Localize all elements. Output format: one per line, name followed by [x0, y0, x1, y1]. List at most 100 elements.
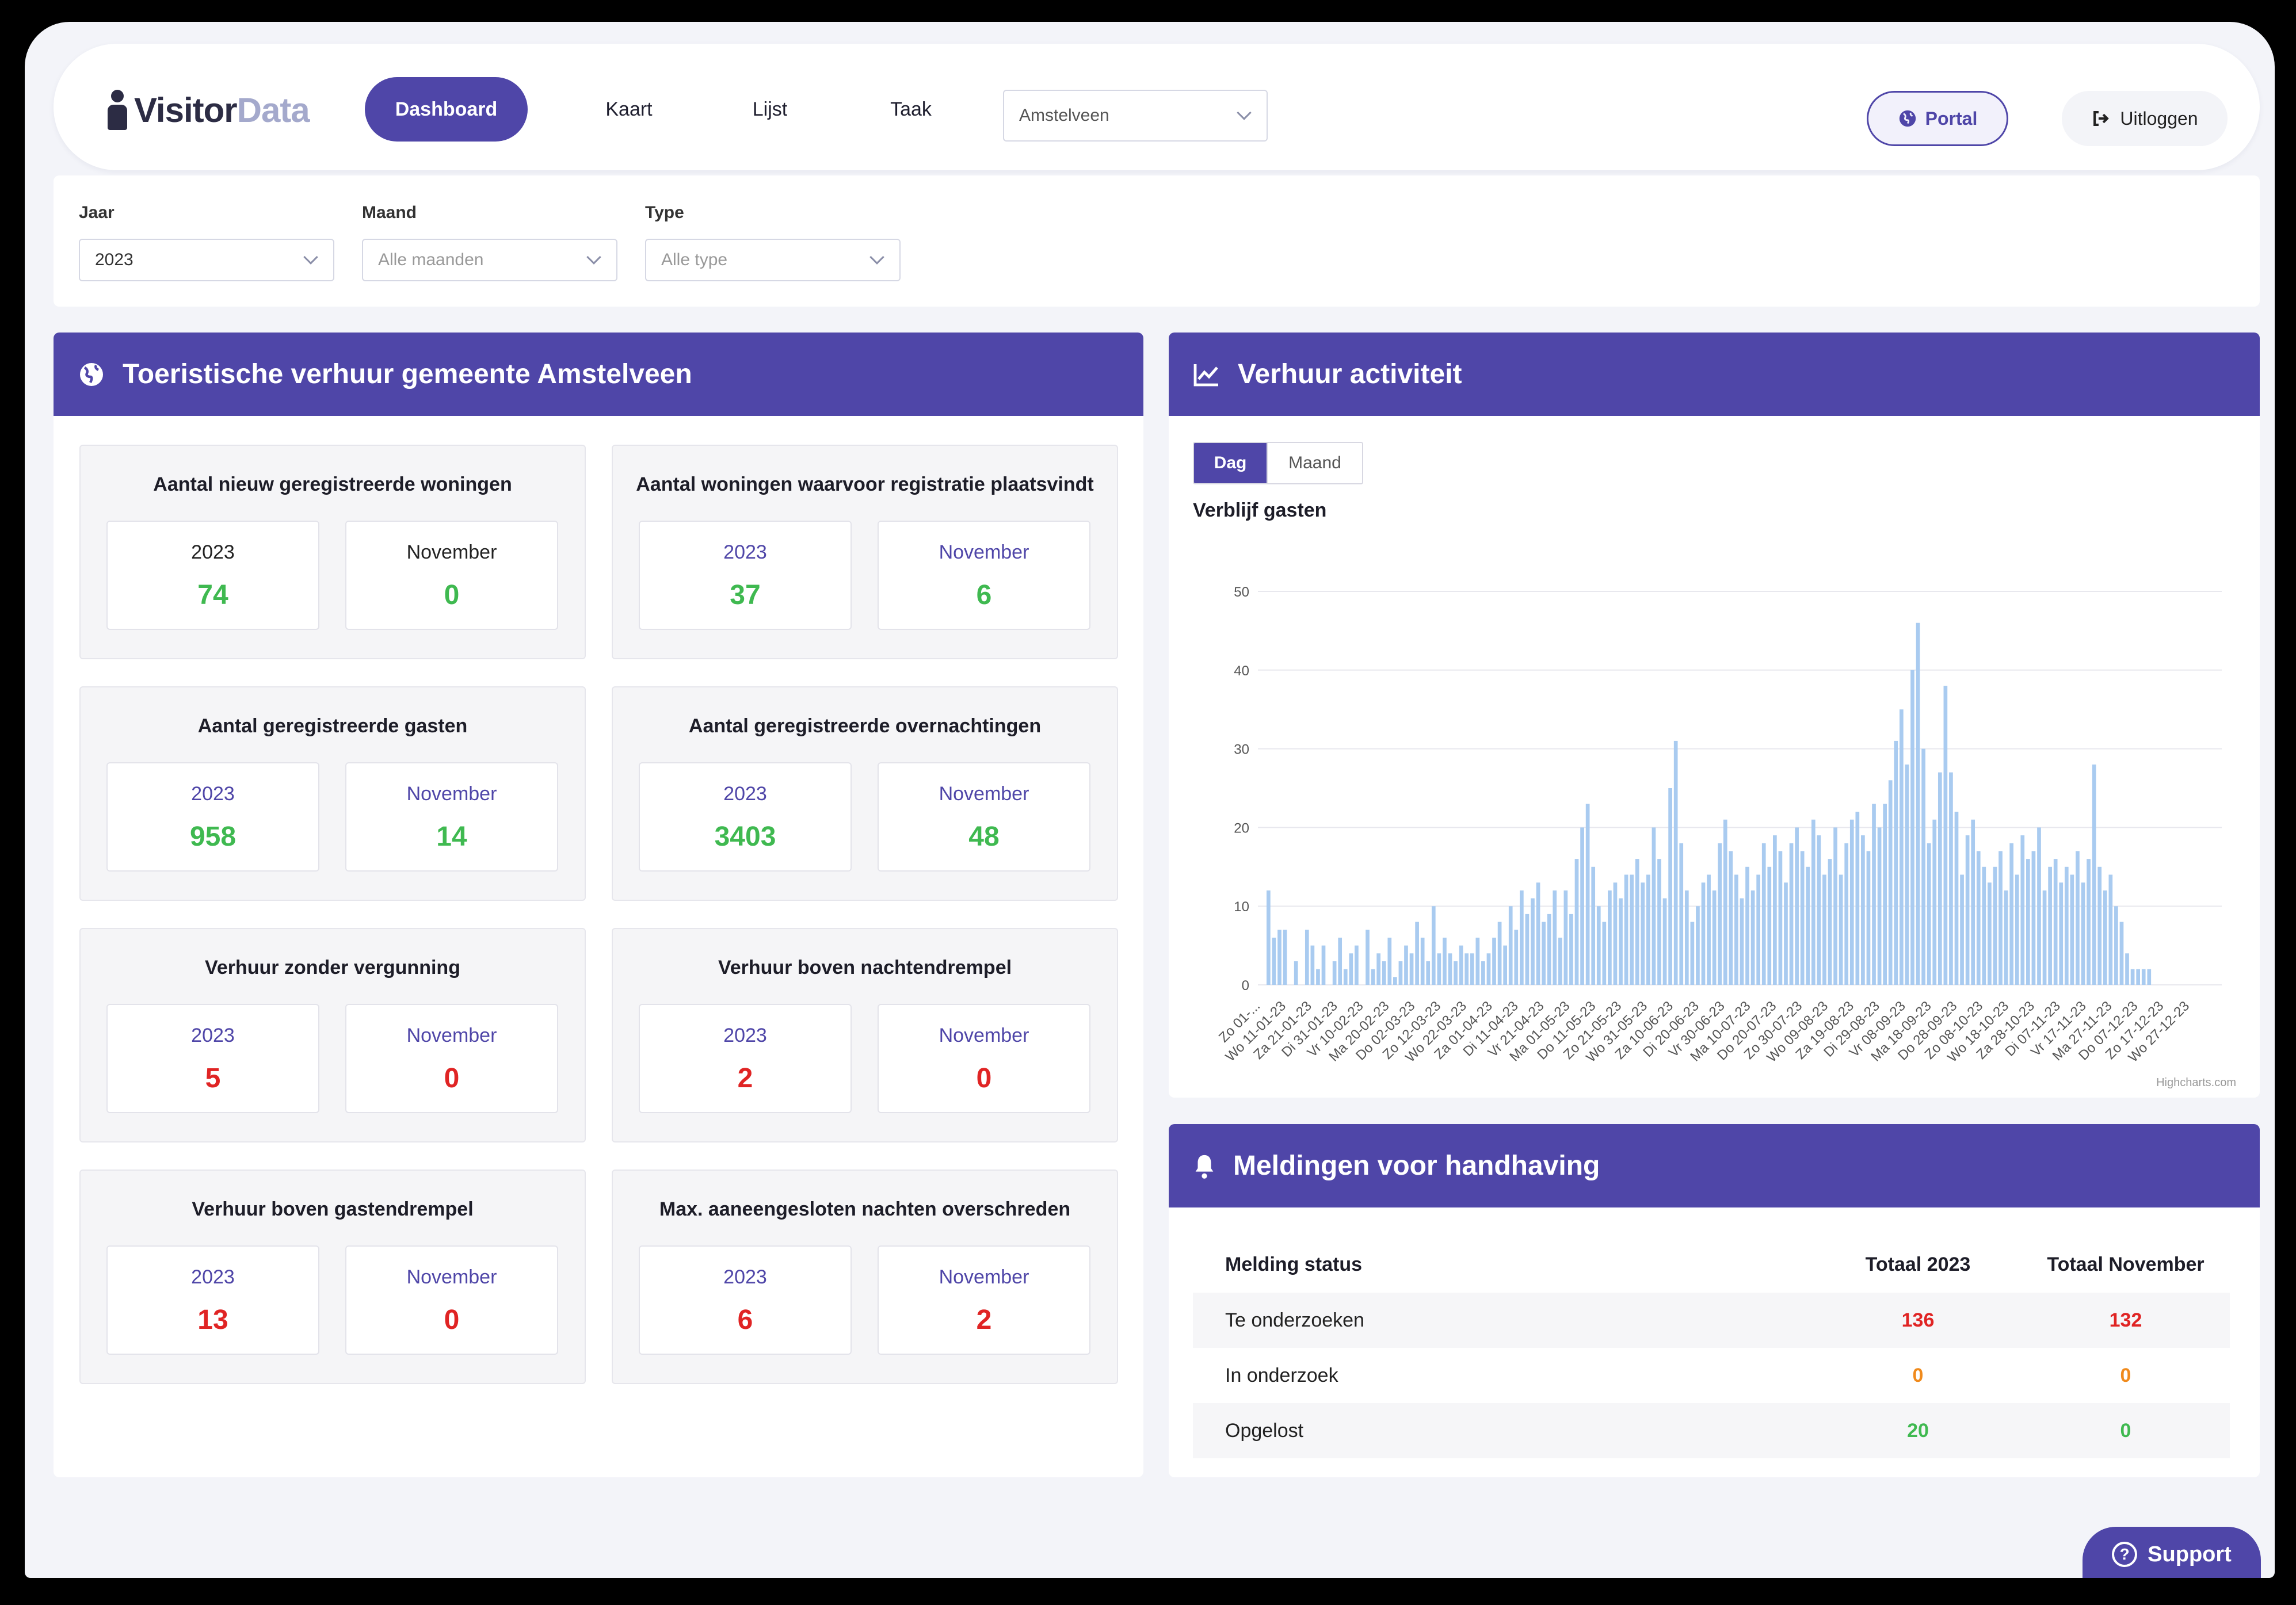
stat-card: Verhuur boven nachtendrempel 2023 2 Novembe…: [612, 928, 1118, 1142]
stat-month-value: 0: [444, 580, 460, 610]
filter-month-select[interactable]: Alle maanden: [362, 239, 617, 281]
chart-bar: [1349, 953, 1353, 985]
chart-bar: [1800, 851, 1805, 985]
tab-maand[interactable]: Maand: [1267, 443, 1362, 483]
chart-bar: [1844, 843, 1849, 985]
logout-button[interactable]: Uitloggen: [2062, 91, 2228, 146]
chart-bar: [1420, 937, 1425, 985]
alert-status: Opgelost: [1193, 1403, 1814, 1458]
stat-month-value: 6: [976, 580, 992, 610]
chart-bar: [1861, 835, 1865, 985]
chart-bar: [1965, 835, 1970, 985]
chart-bar: [2042, 890, 2047, 985]
chart-bar: [1718, 843, 1722, 985]
stat-year: 2023 6: [639, 1245, 852, 1355]
municipality-select-value: Amstelveen: [1019, 106, 1109, 125]
nav-dashboard[interactable]: Dashboard: [365, 77, 528, 142]
chart-bar: [2070, 874, 2074, 985]
chart-bar: [2108, 874, 2113, 985]
chart-bar: [1409, 953, 1414, 985]
chart-bar: [1778, 851, 1783, 985]
chart-bar: [1916, 622, 1920, 985]
chart-bar: [1894, 740, 1898, 985]
chart-bar: [1905, 764, 1909, 985]
chart-bar: [2081, 882, 2085, 985]
chart-bar: [1690, 922, 1695, 985]
chart-bar: [1707, 874, 1711, 985]
stat-month-value: 0: [444, 1063, 460, 1094]
chart-bar: [1277, 930, 1282, 985]
chart-bar: [1569, 914, 1573, 985]
stat-year-label: 2023: [191, 1025, 235, 1046]
chart-bar: [1443, 937, 1447, 985]
stat-year-label: 2023: [723, 541, 767, 563]
nav-taak[interactable]: Taak: [868, 77, 954, 142]
stat-month: November 48: [878, 762, 1090, 872]
chart-bar: [1624, 874, 1628, 985]
municipality-select[interactable]: Amstelveen: [1003, 90, 1268, 142]
brand-logo[interactable]: VisitorData: [105, 87, 310, 133]
chart-bar: [1464, 953, 1469, 985]
chart-bar: [1332, 961, 1337, 985]
nav-kaart[interactable]: Kaart: [577, 77, 681, 142]
globe-icon: [80, 362, 103, 386]
chart-bar: [1696, 906, 1700, 985]
chart-bar: [1662, 898, 1667, 985]
chart-bar: [1872, 804, 1876, 985]
chart-bar: [1712, 890, 1717, 985]
chart-bar: [1943, 686, 1948, 985]
stat-year: 2023 74: [106, 521, 319, 630]
stat-year-label: 2023: [723, 1025, 767, 1046]
chart-bar: [1355, 945, 1359, 985]
question-icon: ?: [2112, 1542, 2138, 1567]
chart-bar: [1998, 851, 2003, 985]
stat-card: Aantal nieuw geregistreerde woningen 2023…: [79, 445, 586, 659]
stat-year-value: 74: [197, 580, 228, 610]
chart-bar: [1283, 930, 1287, 985]
stat-card-title: Aantal woningen waarvoor registratie pla…: [636, 473, 1094, 495]
stat-month-value: 0: [976, 1063, 992, 1094]
nav-lijst[interactable]: Lijst: [727, 77, 813, 142]
chart-bar: [1608, 890, 1612, 985]
stat-card-title: Verhuur boven gastendrempel: [192, 1198, 474, 1220]
filter-type-select[interactable]: Alle type: [645, 239, 901, 281]
stat-card: Aantal geregistreerde gasten 2023 958 Novem…: [79, 686, 586, 901]
stat-card-title: Max. aaneengesloten nachten overschreden: [659, 1198, 1071, 1220]
chart-bar: [1723, 819, 1727, 985]
chart-bar: [2119, 922, 2124, 985]
chart-bar: [1520, 890, 1524, 985]
filter-year-select[interactable]: 2023: [79, 239, 334, 281]
support-button[interactable]: ? Support: [2083, 1527, 2261, 1578]
filter-month-value: Alle maanden: [378, 250, 484, 269]
chart-bar: [2048, 866, 2052, 985]
chart-bar: [1492, 937, 1496, 985]
chart-bar: [1310, 945, 1315, 985]
rental-stats-panel: Toeristische verhuur gemeente Amstelveen…: [54, 333, 1143, 1477]
chart-bar: [2136, 969, 2140, 985]
chart-bar: [1376, 953, 1380, 985]
chart-bar: [1811, 819, 1816, 985]
filter-year-value: 2023: [95, 250, 134, 269]
chart-bar: [2053, 859, 2058, 985]
alert-total-year: 136: [1814, 1293, 2022, 1348]
alert-total-month: 0: [2120, 1364, 2131, 1386]
stat-month-label: November: [939, 783, 1029, 805]
stat-month-label: November: [406, 1025, 497, 1046]
stat-year: 2023 5: [106, 1004, 319, 1113]
alerts-table: Melding status Totaal 2023 Totaal Novemb…: [1193, 1236, 2230, 1458]
chart-bar: [1321, 945, 1326, 985]
chart-bar: [1580, 827, 1584, 985]
chart-bar: [1514, 930, 1519, 985]
alert-row: Te onderzoeken 136 132: [1193, 1293, 2230, 1348]
chart-bar: [2114, 906, 2118, 985]
chart-bar: [1668, 788, 1672, 985]
chart-bar: [1585, 804, 1590, 985]
chart-bar: [1817, 835, 1821, 985]
chart-bar: [2125, 953, 2129, 985]
chart-bar: [1547, 914, 1551, 985]
tab-dag[interactable]: Dag: [1194, 443, 1267, 483]
chart-bar: [1855, 812, 1860, 985]
portal-button[interactable]: Portal: [1867, 91, 2008, 146]
stat-month: November 0: [345, 1245, 558, 1355]
